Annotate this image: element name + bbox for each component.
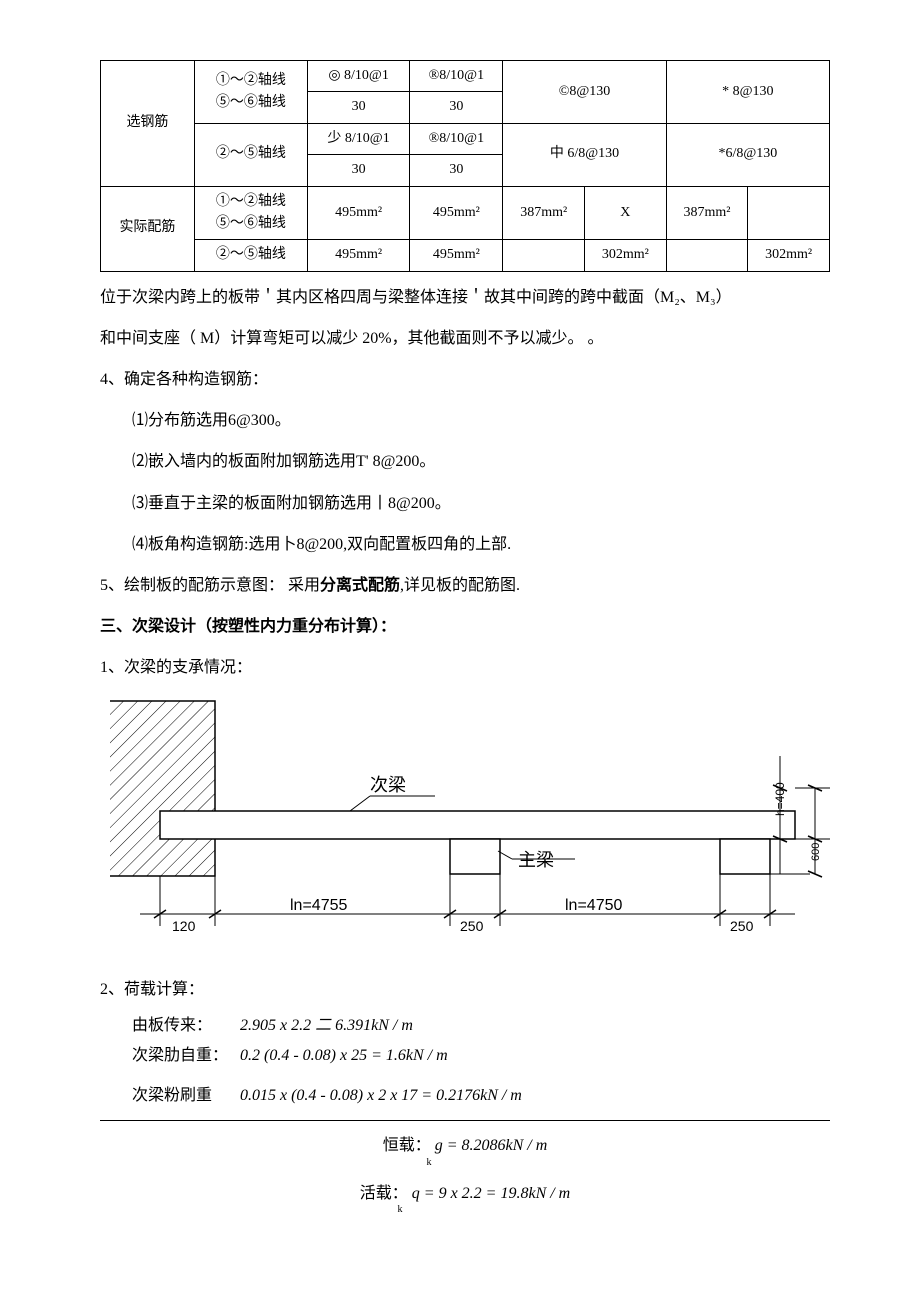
heading-load: 2、荷载计算： <box>100 972 830 1007</box>
para-note1: 位于次梁内跨上的板带＇其内区格四周与梁整体连接＇故其中间跨的跨中截面（M₂、M₃… <box>100 280 830 315</box>
cell: 30 <box>307 92 409 123</box>
rebar-table: 选钢筋 ①〜②轴线 ⑤〜⑥轴线 ◎ 8/10@1 ®8/10@1 ©8@130 … <box>100 60 830 272</box>
axis-cell: ①〜②轴线 ⑤〜⑥轴线 <box>194 61 307 124</box>
cell: ®8/10@1 <box>410 61 503 92</box>
axis-cell: ①〜②轴线 ⑤〜⑥轴线 <box>194 186 307 240</box>
cell: 中 6/8@130 <box>503 123 666 186</box>
heading-4: 4、确定各种构造钢筋： <box>100 362 830 397</box>
label-main-beam: 主梁 <box>518 850 554 870</box>
load-row-rib: 次梁肋自重： 0.2 (0.4 - 0.08) x 25 = 1.6kN / m <box>100 1043 830 1069</box>
item-3: ⑶垂直于主梁的板面附加钢筋选用丨8@200。 <box>100 486 830 521</box>
cell: 302mm² <box>748 240 830 271</box>
cell: 495mm² <box>410 240 503 271</box>
cell: 387mm² <box>503 186 585 240</box>
cell: X <box>585 186 667 240</box>
col-header-actual: 实际配筋 <box>101 186 195 271</box>
cell <box>748 186 830 240</box>
item-4: ⑷板角构造钢筋:选用卜8@200,双向配置板四角的上部. <box>100 527 830 562</box>
cell: *6/8@130 <box>666 123 829 186</box>
dim-250a: 250 <box>460 918 484 934</box>
cell: 30 <box>307 155 409 186</box>
axis-cell: ②〜⑤轴线 <box>194 240 307 271</box>
cell: 387mm² <box>666 186 748 240</box>
equation-dead-load: 恒载： g = 8.2086kN / m k <box>100 1133 830 1171</box>
cell: 30 <box>410 92 503 123</box>
cell: 302mm² <box>585 240 667 271</box>
para-note2: 和中间支座（ M）计算弯矩可以减少 20%，其他截面则不予以减少。 。 <box>100 321 830 356</box>
dim-250b: 250 <box>730 918 754 934</box>
dim-ln1: ln=4755 <box>290 897 347 914</box>
cell <box>666 240 748 271</box>
cell: ©8@130 <box>503 61 666 124</box>
label-secondary-beam: 次梁 <box>370 775 406 795</box>
heading-support: 1、次梁的支承情况： <box>100 650 830 685</box>
cell: ◎ 8/10@1 <box>307 61 409 92</box>
col-header-select: 选钢筋 <box>101 61 195 187</box>
dim-ln2: ln=4750 <box>565 897 622 914</box>
cell: 495mm² <box>307 186 409 240</box>
cell: * 8@130 <box>666 61 829 124</box>
equation-live-load: 活载： q = 9 x 2.2 = 19.8kN / m k <box>100 1181 830 1219</box>
heading-5: 5、绘制板的配筋示意图： 采用分离式配筋,详见板的配筋图. <box>100 568 830 603</box>
cell: 少 8/10@1 <box>307 123 409 154</box>
load-row-slab: 由板传来： 2.905 x 2.2 二 6.391kN / m <box>100 1013 830 1039</box>
dim-h600: 600 <box>810 842 822 860</box>
cell: ®8/10@1 <box>410 123 503 154</box>
separator-line <box>100 1120 830 1121</box>
item-1: ⑴分布筋选用6@300。 <box>100 403 830 438</box>
dim-h400: h=400 <box>773 782 787 816</box>
axis-cell: ②〜⑤轴线 <box>194 123 307 186</box>
beam-diagram: 次梁 主梁 h=400 600 120 ln=47 <box>100 696 830 965</box>
cell <box>503 240 585 271</box>
item-2: ⑵嵌入墙内的板面附加钢筋选用T' 8@200。 <box>100 444 830 479</box>
heading-section3: 三、次梁设计（按塑性内力重分布计算）： <box>100 609 830 644</box>
cell: 495mm² <box>410 186 503 240</box>
cell: 30 <box>410 155 503 186</box>
cell: 495mm² <box>307 240 409 271</box>
load-row-plaster: 次梁粉刷重 0.015 x (0.4 - 0.08) x 2 x 17 = 0.… <box>100 1083 830 1109</box>
dim-120: 120 <box>172 918 196 934</box>
